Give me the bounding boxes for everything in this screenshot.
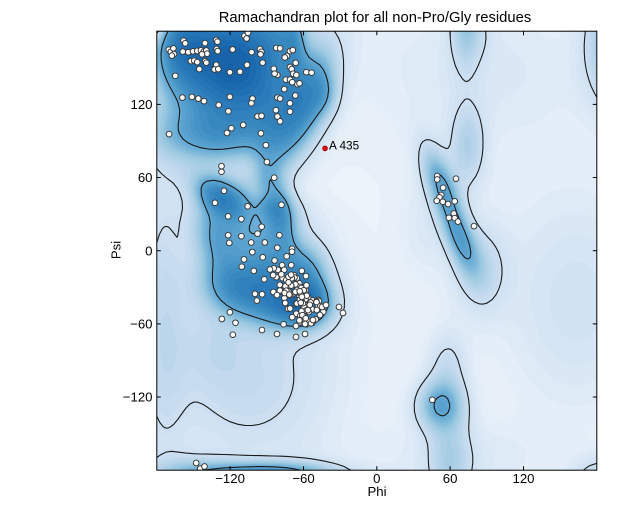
svg-text:−120: −120: [215, 471, 245, 486]
svg-text:Phi: Phi: [367, 484, 386, 499]
svg-text:120: 120: [130, 97, 152, 112]
svg-text:−60: −60: [130, 317, 152, 332]
svg-text:60: 60: [443, 471, 458, 486]
svg-text:−60: −60: [292, 471, 314, 486]
svg-text:0: 0: [373, 471, 380, 486]
svg-text:−120: −120: [123, 390, 153, 405]
svg-text:Psi: Psi: [109, 241, 124, 259]
svg-text:A 435: A 435: [329, 139, 360, 153]
svg-text:0: 0: [145, 243, 152, 258]
svg-text:Ramachandran plot for all non-: Ramachandran plot for all non-Pro/Gly re…: [219, 10, 532, 26]
svg-text:120: 120: [512, 471, 534, 486]
svg-text:60: 60: [138, 170, 153, 185]
